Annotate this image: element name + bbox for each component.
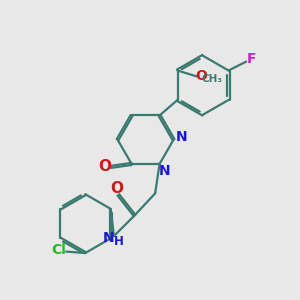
Text: CH₃: CH₃ bbox=[202, 74, 223, 84]
Text: Cl: Cl bbox=[51, 243, 66, 257]
Text: F: F bbox=[247, 52, 256, 66]
Text: N: N bbox=[103, 230, 114, 244]
Text: O: O bbox=[195, 69, 207, 83]
Text: N: N bbox=[159, 164, 171, 178]
Text: H: H bbox=[114, 236, 124, 248]
Text: O: O bbox=[98, 159, 111, 174]
Text: N: N bbox=[176, 130, 188, 144]
Text: O: O bbox=[110, 181, 123, 196]
